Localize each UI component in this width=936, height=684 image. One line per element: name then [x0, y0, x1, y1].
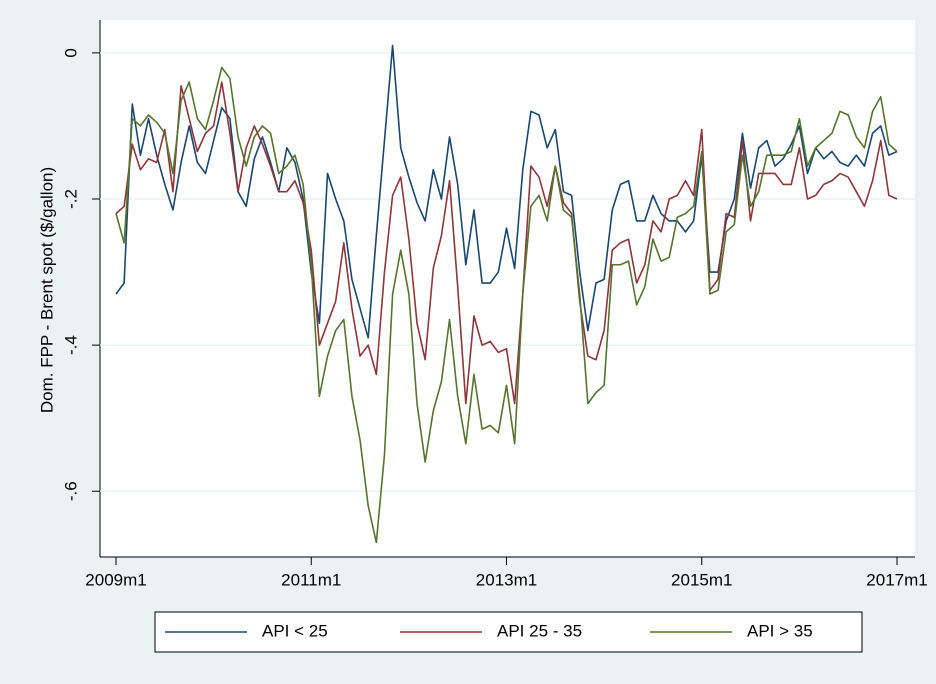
- x-tick-label: 2017m1: [866, 570, 927, 589]
- line-series: [115, 81, 898, 405]
- legend-label: API 25 - 35: [497, 621, 582, 640]
- legend: [154, 611, 863, 653]
- x-tick-label: 2013m1: [476, 570, 537, 589]
- plot-area: [100, 20, 915, 557]
- x-tick-label: 2011m1: [281, 570, 341, 589]
- y-tick-label: 0: [61, 48, 80, 57]
- line-series: [115, 44, 898, 339]
- line-series: [115, 66, 898, 544]
- y-tick-label: -.6: [61, 481, 80, 501]
- y-tick-label: -.2: [61, 189, 80, 209]
- legend-label: API < 25: [262, 621, 328, 640]
- x-tick-label: 2009m1: [85, 570, 146, 589]
- x-tick-label: 2015m1: [671, 570, 732, 589]
- y-tick-label: -.4: [61, 335, 80, 355]
- legend-label: API > 35: [747, 621, 813, 640]
- y-axis-title: Dom. FPP - Brent spot ($/gallon): [37, 167, 56, 413]
